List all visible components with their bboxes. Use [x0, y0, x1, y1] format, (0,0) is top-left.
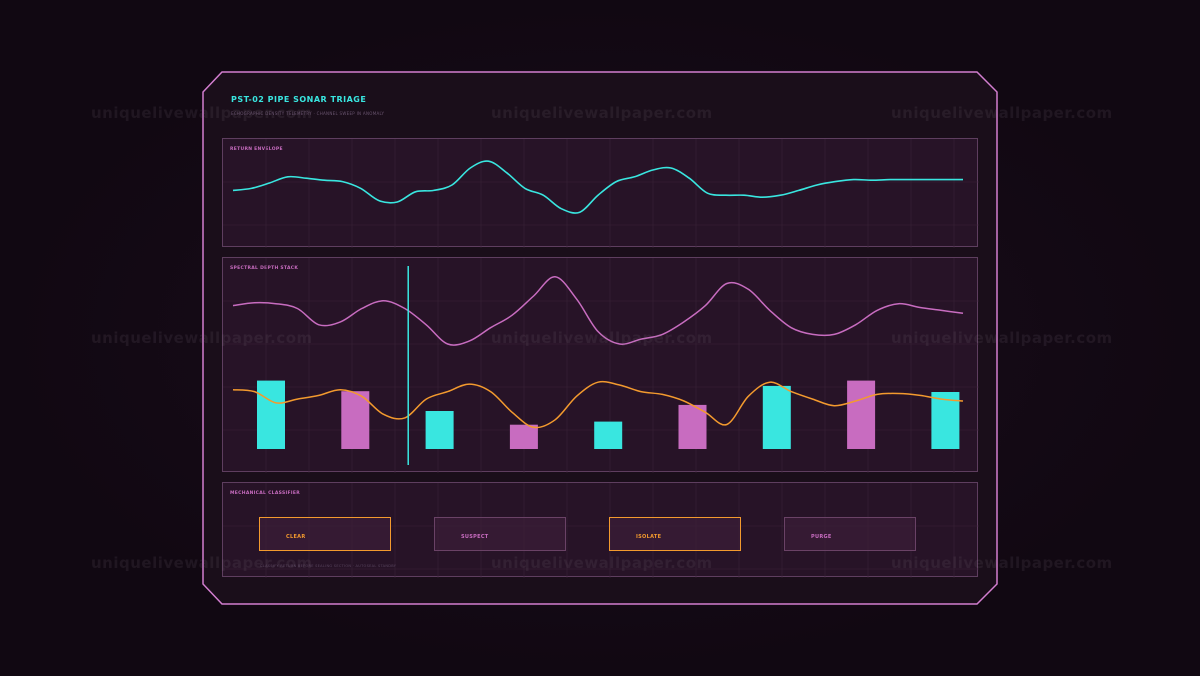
classifier-footnote: CLASSIFY RETURN BEFORE SEALING SECTION ·… [260, 564, 397, 568]
isolate-button[interactable]: ISOLATE [609, 517, 741, 551]
depth-bar [594, 421, 623, 449]
depth-bar [509, 424, 538, 449]
panel-label: SPECTRAL DEPTH STACK [230, 266, 299, 271]
grid-lines [223, 139, 979, 248]
magenta-trace-line [232, 276, 964, 346]
page-subtitle: ECHOGRAPHIC DENSITY TELEMETRY · CHANNEL … [231, 111, 385, 116]
page-title: PST-02 PIPE SONAR TRIAGE [231, 95, 367, 104]
depth-bar [762, 385, 791, 449]
clear-button-label: CLEAR [286, 534, 306, 540]
envelope-line [232, 160, 963, 214]
spectral-depth-chart[interactable] [223, 258, 979, 473]
depth-bar [341, 391, 370, 449]
isolate-button-label: ISOLATE [636, 534, 662, 540]
panel-label: MECHANICAL CLASSIFIER [230, 491, 300, 496]
depth-bar [931, 392, 960, 449]
purge-button-label: PURGE [811, 534, 832, 540]
clear-button[interactable]: CLEAR [259, 517, 391, 551]
suspect-button-label: SUSPECT [461, 534, 489, 540]
depth-bar [257, 380, 285, 449]
purge-button[interactable]: PURGE [784, 517, 916, 551]
orange-trace-line [232, 380, 964, 429]
depth-bar [678, 404, 707, 449]
panel-label: RETURN ENVELOPE [230, 147, 283, 152]
suspect-button[interactable]: SUSPECT [434, 517, 566, 551]
depth-bar [425, 411, 454, 449]
return-envelope-chart [223, 139, 979, 248]
return-envelope-panel: RETURN ENVELOPE [222, 138, 979, 248]
mechanical-classifier-panel: MECHANICAL CLASSIFIER CLEAR SUSPECT ISOL… [222, 482, 979, 578]
depth-bar [847, 380, 876, 449]
spectral-depth-panel: SPECTRAL DEPTH STACK [222, 257, 979, 473]
